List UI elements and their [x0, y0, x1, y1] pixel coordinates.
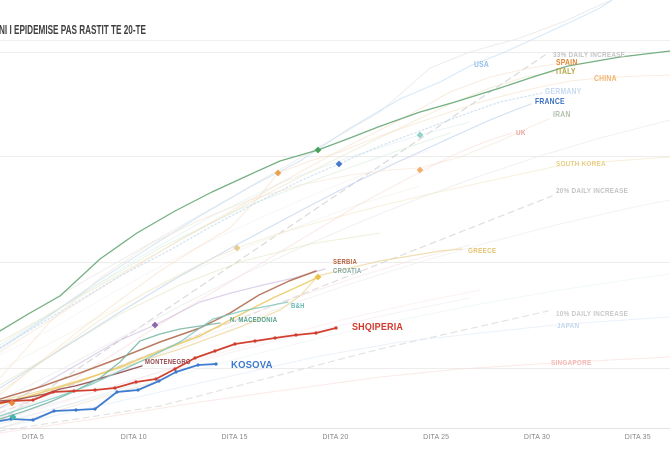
svg-text:DITA 35: DITA 35 [625, 434, 651, 441]
svg-text:DITA 5: DITA 5 [22, 434, 44, 441]
svg-text:UK: UK [516, 130, 526, 138]
svg-text:N. MACEDONIA: N. MACEDONIA [230, 317, 277, 325]
svg-text:ITALY: ITALY [556, 66, 576, 76]
svg-text:MONTENEGRO: MONTENEGRO [145, 359, 191, 367]
svg-text:USA: USA [474, 59, 489, 69]
svg-text:CROATIA: CROATIA [333, 268, 361, 276]
svg-text:SHQIPERIA: SHQIPERIA [352, 322, 403, 334]
svg-text:GERMANY: GERMANY [545, 86, 581, 96]
svg-text:SINGAPORE: SINGAPORE [551, 360, 592, 368]
svg-text:DITA 10: DITA 10 [121, 434, 147, 441]
svg-text:DITA 25: DITA 25 [423, 434, 449, 441]
svg-text:DITA 30: DITA 30 [524, 434, 550, 441]
svg-text:B&H: B&H [291, 303, 305, 311]
svg-text:GREECE: GREECE [468, 248, 497, 256]
svg-text:33% DAILY INCREASE: 33% DAILY INCREASE [553, 52, 625, 60]
svg-text:CHINA: CHINA [594, 73, 617, 83]
svg-text:DITA 15: DITA 15 [222, 434, 248, 441]
svg-text:20% DAILY INCREASE: 20% DAILY INCREASE [556, 188, 628, 196]
svg-text:SERBIA: SERBIA [333, 259, 357, 267]
svg-text:SPAIN: SPAIN [556, 57, 578, 67]
svg-text:DITA 20: DITA 20 [322, 434, 348, 441]
svg-text:SOUTH KOREA: SOUTH KOREA [556, 161, 606, 169]
svg-text:KOSOVA: KOSOVA [231, 360, 273, 371]
svg-text:FRANCE: FRANCE [535, 96, 565, 106]
svg-text:10% DAILY INCREASE: 10% DAILY INCREASE [556, 311, 628, 319]
svg-text:JAPAN: JAPAN [557, 323, 579, 331]
svg-text:NI I EPIDEMISE PAS RASTIT TE 2: NI I EPIDEMISE PAS RASTIT TE 20-TE [0, 23, 146, 37]
svg-text:IRAN: IRAN [553, 109, 571, 119]
